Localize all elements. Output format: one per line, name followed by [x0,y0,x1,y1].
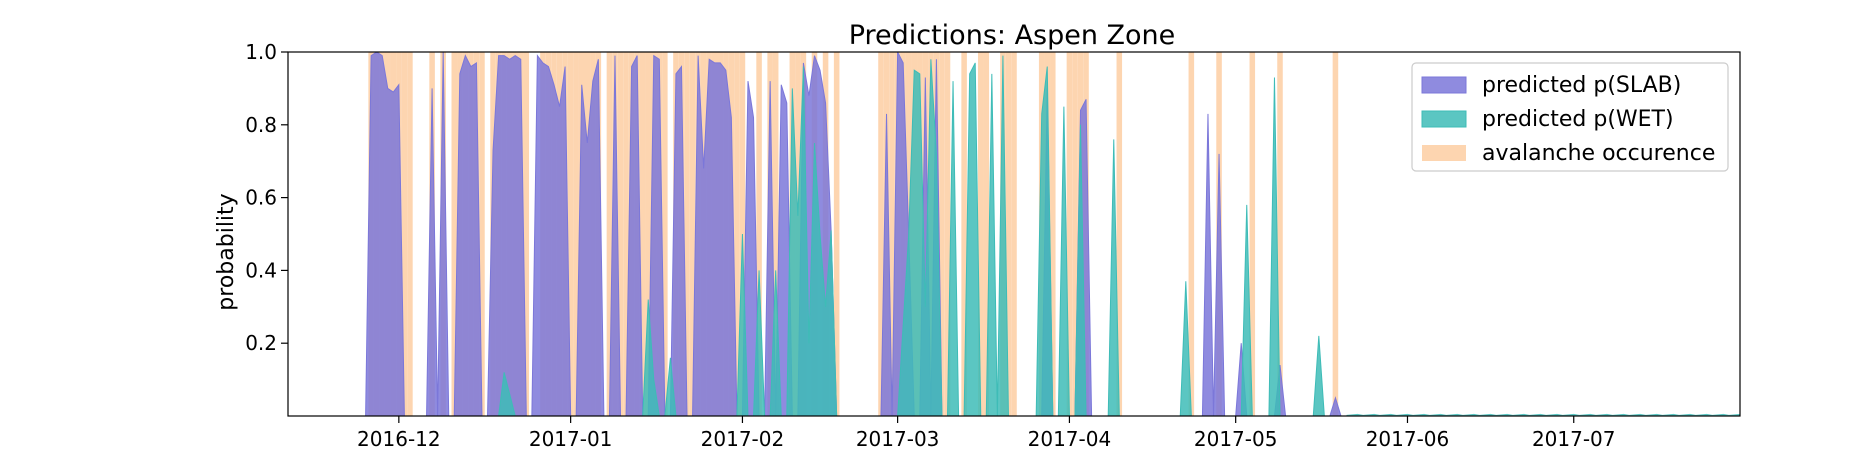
x-tick-label: 2016-12 [357,427,441,451]
avalanche-occurence-bar [734,52,740,416]
avalanche-occurence-bar [1066,52,1073,416]
legend-box [1411,62,1729,172]
avalanche-occurence-bar [1072,52,1078,416]
avalanche-occurence-bar [939,52,945,416]
series-area-predicted-p-slab [365,52,1342,416]
avalanche-occurence-bar [479,52,485,416]
x-tick-label: 2017-06 [1366,427,1450,451]
x-tick-label: 2017-01 [529,427,613,451]
avalanche-occurence-bar [401,52,408,416]
avalanche-occurence-bar [1249,52,1256,416]
avalanche-occurence-bar [1011,52,1017,416]
avalanche-occurence-bar [1332,52,1339,416]
avalanche-occurence-bar [689,52,696,416]
avalanche-occurence-bar [772,52,779,416]
avalanche-occurence-bar [662,52,668,416]
y-tick-label: 0.2 [245,331,277,355]
avalanche-occurence-bar [639,52,646,416]
x-tick-label: 2017-05 [1194,427,1278,451]
chart-title: Predictions: Aspen Zone [849,20,1176,51]
legend-label: avalanche occurence [1482,141,1715,166]
avalanche-occurence-bar [889,52,895,416]
x-tick-label: 2017-03 [856,427,940,451]
x-tick-label: 2017-02 [701,427,785,451]
avalanche-occurence-bar [684,52,690,416]
y-tick-label: 0.4 [245,258,277,282]
avalanche-occurence-bar [756,52,762,416]
avalanche-occurence-bar [961,52,967,416]
avalanche-occurence-bar [573,52,579,416]
avalanche-occurence-bar [1277,52,1283,416]
avalanche-occurence-bar [1050,52,1056,416]
series-area-predicted-p-wet [498,55,1325,416]
y-tick-label: 0.8 [245,113,277,137]
avalanche-occurence-bar [977,52,984,416]
avalanche-occurence-bar [567,52,574,416]
x-tick-label: 2017-07 [1532,427,1616,451]
avalanche-occurence-bar [833,52,840,416]
legend-swatch [1422,145,1466,161]
avalanche-occurence-bar [1005,52,1012,416]
legend-swatch [1421,110,1467,128]
avalanche-occurence-bar [606,52,613,416]
avalanche-occurence-bar [451,52,458,416]
y-tick-label: 0.6 [245,186,277,210]
legend-swatch [1421,76,1467,94]
avalanche-occurence-bar [944,52,951,416]
avalanche-occurence-bar [1116,52,1123,416]
legend: predicted p(SLAB) predicted p(WET) avalanc… [1411,62,1729,172]
legend-label: predicted p(WET) [1482,107,1674,132]
plot-area: 0.2 0.4 0.6 0.8 1.0 2016-12 2017-01 2017-02 2017… [245,40,1741,451]
plot-frame [287,51,1741,417]
avalanche-occurence-bar [407,52,413,416]
avalanche-occurence-bar [623,52,629,416]
avalanche-occurence-bar [878,52,884,416]
y-tick-label: 1.0 [245,40,277,64]
y-axis-title: probability [214,193,239,310]
series-layer [365,52,1740,416]
avalanche-occurence-bar [983,52,990,416]
x-tick-label: 2017-04 [1028,427,1112,451]
avalanche-occurence-bar [523,52,530,416]
avalanche-occurence-bar [617,52,624,416]
avalanche-occurence-bar [645,52,651,416]
legend-label: predicted p(SLAB) [1482,73,1681,98]
avalanche-occurence-bar [1188,52,1195,416]
